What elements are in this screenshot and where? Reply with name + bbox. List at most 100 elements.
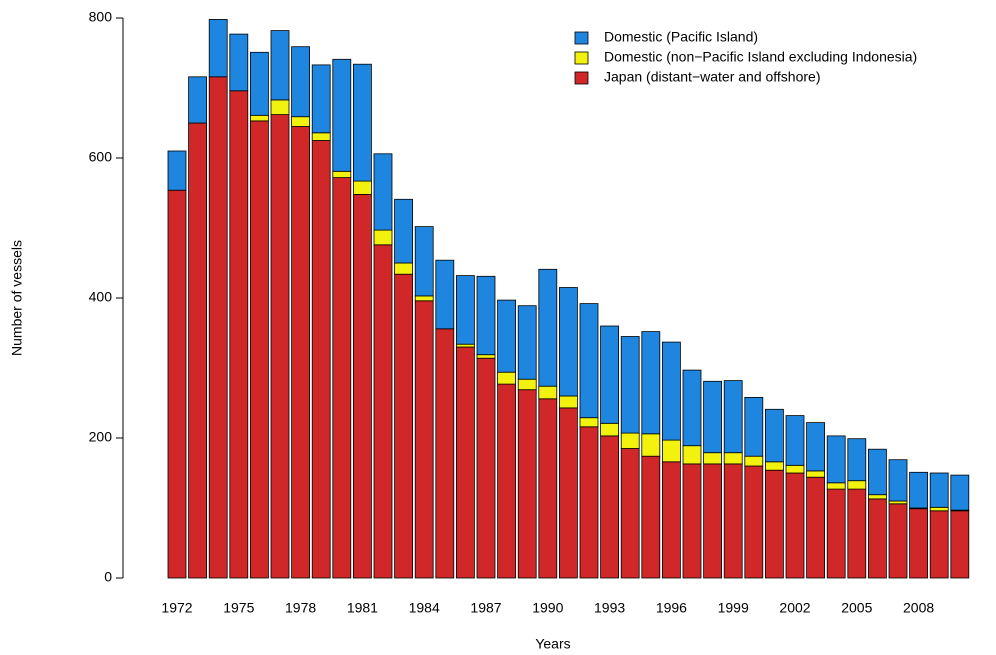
bar-segment <box>929 506 949 512</box>
bar-segment <box>352 193 372 579</box>
bar-segment <box>270 30 290 101</box>
bar-segment <box>765 469 784 579</box>
bar-segment <box>682 445 702 465</box>
bar-segment <box>765 408 784 463</box>
bar-segment <box>208 18 228 78</box>
bar-segment <box>641 455 661 579</box>
bar-segment <box>249 51 269 116</box>
bar-segment <box>188 76 208 124</box>
bar-segment <box>497 371 517 385</box>
legend-label: Japan (distant−water and offshore) <box>604 69 821 85</box>
bar-segment <box>476 357 496 579</box>
bar-segment <box>517 378 537 391</box>
bar-segment <box>517 389 537 579</box>
legend-swatch <box>574 51 589 65</box>
x-axis-label: Years <box>535 636 570 652</box>
y-tick-label: 0 <box>104 569 112 585</box>
bar-segment <box>270 114 290 579</box>
bar-segment <box>167 150 187 191</box>
bar-segment <box>888 503 908 579</box>
y-axis-label: Number of vessels <box>9 240 25 356</box>
bar-segment <box>229 90 249 579</box>
x-tick-label: 1975 <box>223 600 254 616</box>
bar-segment <box>394 262 414 275</box>
bar-segment <box>352 180 372 195</box>
bar-segment <box>373 153 393 231</box>
bar-segment <box>538 385 558 400</box>
bar-segment <box>723 380 743 454</box>
x-tick-label: 1981 <box>347 600 378 616</box>
y-tick-label: 200 <box>89 429 113 445</box>
bar-segment <box>394 273 414 579</box>
bar-segment <box>373 229 393 246</box>
bar-segment <box>847 438 867 482</box>
bar-segment <box>620 448 640 579</box>
bar-segment <box>229 33 249 92</box>
bar-segment <box>455 343 475 348</box>
x-tick-label: 1978 <box>285 600 316 616</box>
bar-segment <box>868 498 887 579</box>
bar-segment <box>723 463 743 579</box>
x-tick-label: 2002 <box>779 600 810 616</box>
bar-segment <box>249 120 269 579</box>
bar-segment <box>291 116 311 127</box>
bar-segment <box>538 268 558 387</box>
bar-segment <box>744 396 764 457</box>
x-tick-label: 1990 <box>532 600 563 616</box>
bar-segment <box>435 259 455 330</box>
bar-segment <box>311 140 331 579</box>
bar-segment <box>291 46 311 118</box>
bar-segment <box>332 177 352 579</box>
x-tick-label: 1999 <box>718 600 749 616</box>
bar-segment <box>929 472 949 508</box>
y-tick-label: 600 <box>89 149 113 165</box>
bar-segment <box>497 383 517 579</box>
bar-segment <box>455 275 475 345</box>
bar-segment <box>662 461 681 579</box>
bar-segment <box>559 407 578 579</box>
bar-segment <box>559 287 578 397</box>
bar-segment <box>579 417 599 428</box>
x-tick-label: 2008 <box>903 600 934 616</box>
bar-segment <box>785 464 805 474</box>
bar-segment <box>723 452 743 465</box>
bar-segment <box>662 439 681 463</box>
bar-segment <box>682 369 702 447</box>
bar-segment <box>352 63 372 182</box>
bar-segment <box>291 126 311 579</box>
bar-segment <box>579 303 599 419</box>
bar-segment <box>373 244 393 579</box>
bar-segment <box>703 452 722 465</box>
y-tick-label: 800 <box>89 9 113 25</box>
bar-segment <box>559 395 578 409</box>
bar-segment <box>435 328 455 579</box>
bar-segment <box>311 132 331 141</box>
bar-segment <box>249 114 269 122</box>
x-tick-label: 1993 <box>594 600 625 616</box>
y-tick-label: 400 <box>89 289 113 305</box>
x-tick-label: 1987 <box>470 600 501 616</box>
bar-segment <box>394 198 414 264</box>
bar-segment <box>641 331 661 435</box>
bar-segment <box>744 455 764 467</box>
bar-segment <box>600 435 619 579</box>
bar-segment <box>662 341 681 441</box>
bar-segment <box>414 300 434 579</box>
bar-segment <box>414 226 434 297</box>
bar-segment <box>682 463 702 579</box>
bar-segment <box>497 299 517 373</box>
bar-segment <box>847 480 867 490</box>
bar-segment <box>311 64 331 134</box>
bar-segment <box>847 488 867 579</box>
bar-segment <box>888 459 908 502</box>
bar-segment <box>765 461 784 471</box>
bar-segment <box>620 432 640 449</box>
bar-segment <box>208 76 228 579</box>
bar-segment <box>703 463 722 579</box>
bar-segment <box>868 494 887 500</box>
legend-swatch <box>574 31 589 45</box>
bar-segment <box>476 354 496 359</box>
bar-segment <box>414 295 434 302</box>
bar-segment <box>332 58 352 172</box>
